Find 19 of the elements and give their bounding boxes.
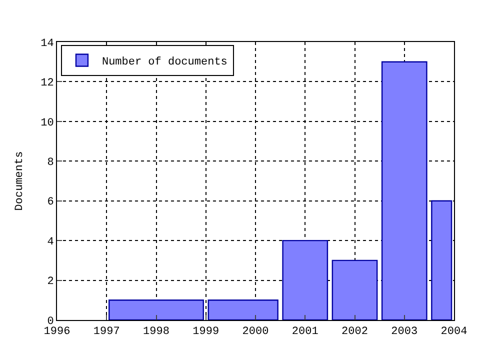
x-tick-label: 1999 bbox=[192, 326, 220, 338]
x-tick-label: 1998 bbox=[143, 326, 170, 338]
y-tick-label: 10 bbox=[40, 117, 54, 130]
x-tick-label: 2003 bbox=[391, 326, 418, 338]
y-tick-label: 14 bbox=[40, 38, 54, 50]
y-axis-title: Documents bbox=[14, 151, 26, 211]
y-tick-label: 6 bbox=[47, 196, 54, 209]
y-tick-label: 0 bbox=[47, 316, 54, 328]
x-tick-label: 2001 bbox=[292, 326, 319, 338]
legend-label: Number of documents bbox=[102, 56, 228, 69]
x-tick-label: 2004 bbox=[440, 326, 468, 338]
y-tick-label: 2 bbox=[47, 276, 54, 288]
x-tick-label: 1997 bbox=[93, 326, 120, 338]
y-tick-label: 8 bbox=[47, 156, 54, 169]
y-tick-label: 12 bbox=[40, 78, 54, 90]
x-tick-label: 2000 bbox=[242, 326, 269, 338]
y-tick-label: 4 bbox=[47, 236, 54, 248]
x-tick-label: 2002 bbox=[342, 326, 368, 338]
x-tick-label: 1996 bbox=[44, 326, 70, 338]
